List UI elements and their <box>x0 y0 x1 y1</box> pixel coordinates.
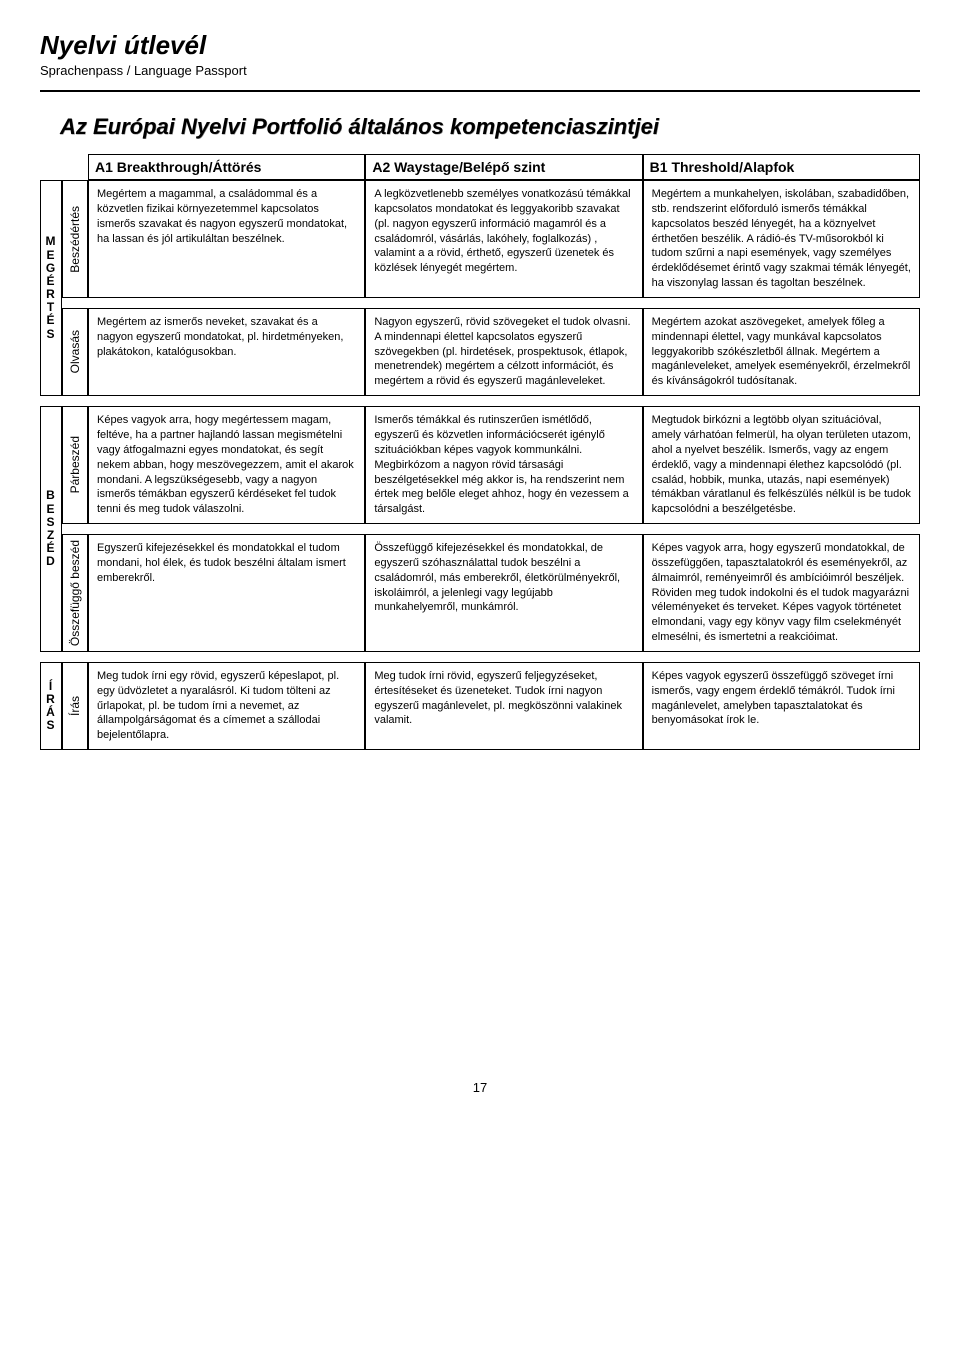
skill-iras: Írás <box>62 662 88 750</box>
cell-r1a1: Megértem a magammal, a családommal és a … <box>88 180 365 298</box>
section-title: Az Európai Nyelvi Portfolió általános ko… <box>60 114 920 140</box>
cell-r4a2: Összefüggő kifejezésekkel és mondatokkal… <box>365 534 642 652</box>
cell-r1a2: A legközvetlenebb személyes vonatkozású … <box>365 180 642 298</box>
cell-r2b1: Megértem azokat aszövegeket, amelyek fől… <box>643 308 920 396</box>
cell-r4a1: Egyszerű kifejezésekkel és mondatokkal e… <box>88 534 365 652</box>
cell-r5a2: Meg tudok írni rövid, egyszerű feljegyzé… <box>365 662 642 750</box>
page-number: 17 <box>40 1080 920 1095</box>
page-title: Nyelvi útlevél <box>40 30 920 61</box>
cell-r5a1: Meg tudok írni egy rövid, egyszerű képes… <box>88 662 365 750</box>
page-subtitle: Sprachenpass / Language Passport <box>40 63 920 78</box>
cell-r2a2: Nagyon egyszerű, rövid szövegeket el tud… <box>365 308 642 396</box>
skill-olvasas: Olvasás <box>62 308 88 396</box>
cell-r1b1: Megértem a munkahelyen, iskolában, szaba… <box>643 180 920 298</box>
cell-r4b1: Képes vagyok arra, hogy egyszerű mondato… <box>643 534 920 652</box>
col-a1: A1 Breakthrough/Áttörés <box>88 154 365 180</box>
cell-r3a2: Ismerős témákkal és rutinszerűen ismétlő… <box>365 406 642 524</box>
cell-r5b1: Képes vagyok egyszerű összefüggő szövege… <box>643 662 920 750</box>
cat-beszed: BESZÉD <box>40 406 62 652</box>
cat-iras: ÍRÁS <box>40 662 62 750</box>
skill-parbeszed: Párbeszéd <box>62 406 88 524</box>
col-a2: A2 Waystage/Belépő szint <box>365 154 642 180</box>
col-b1: B1 Threshold/Alapfok <box>643 154 920 180</box>
cell-r3a1: Képes vagyok arra, hogy megértessem maga… <box>88 406 365 524</box>
competence-grid: A1 Breakthrough/Áttörés A2 Waystage/Belé… <box>40 154 920 750</box>
skill-osszefuggo: Összefüggő beszéd <box>62 534 88 652</box>
cell-r2a1: Megértem az ismerős neveket, szavakat és… <box>88 308 365 396</box>
skill-beszedertes: Beszédértés <box>62 180 88 298</box>
divider <box>40 90 920 92</box>
cell-r3b1: Megtudok birkózni a legtöbb olyan szituá… <box>643 406 920 524</box>
cat-megertes: MEGÉRTÉS <box>40 180 62 396</box>
